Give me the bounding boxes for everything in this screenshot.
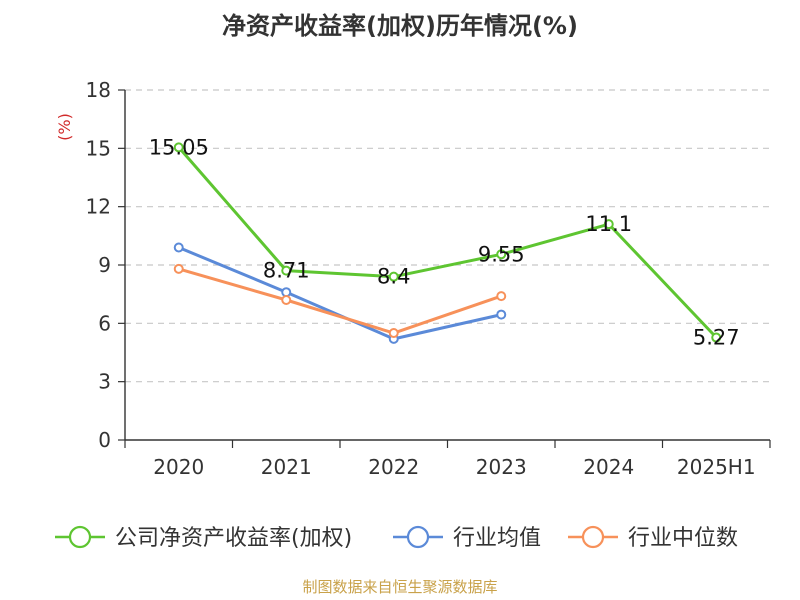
series-lines	[173, 142, 722, 344]
legend: 公司净资产收益率(加权) 行业均值 行业中位数	[55, 525, 738, 551]
series-line-company	[177, 146, 718, 339]
y-tick-label: 0	[98, 428, 111, 452]
x-tick-label: 2020	[153, 455, 204, 479]
y-tick-label: 12	[86, 195, 111, 219]
y-tick-label: 6	[98, 311, 111, 335]
x-tick-label: 2024	[583, 455, 634, 479]
x-tick-label: 2022	[368, 455, 419, 479]
data-label: 8.4	[377, 265, 410, 289]
axes: 0 3 6 9 12 15 18 2020 2021 2022 2023 2024 2025H1	[86, 78, 771, 479]
chart-title: 净资产收益率(加权)历年情况(%)	[222, 12, 578, 40]
point-industry-median	[388, 328, 399, 339]
y-tick-label: 15	[86, 136, 111, 160]
legend-label-industry-avg: 行业均值	[453, 526, 541, 551]
y-axis-unit-label: (%)	[55, 113, 74, 141]
data-labels: 15.05 8.71 8.4 9.55 11.1 5.27	[149, 135, 740, 349]
legend-marker-company	[68, 525, 92, 549]
point-industry-median	[173, 263, 184, 274]
legend-label-industry-median: 行业中位数	[628, 526, 738, 551]
point-company	[388, 271, 399, 282]
data-label: 5.27	[693, 326, 740, 350]
data-label: 8.71	[263, 259, 310, 283]
point-company	[496, 249, 507, 260]
point-industry-median	[281, 295, 292, 305]
y-tick-label: 9	[98, 253, 111, 277]
y-tick-label: 3	[98, 370, 111, 394]
gridlines	[125, 89, 770, 383]
series-line-industry-avg	[178, 246, 502, 341]
x-tick-label: 2025H1	[677, 455, 756, 479]
legend-label-company: 公司净资产收益率(加权)	[115, 526, 352, 551]
point-company	[603, 219, 614, 230]
point-industry-avg	[173, 242, 184, 253]
y-tick-label: 18	[86, 78, 111, 102]
legend-marker-industry-median	[581, 525, 605, 549]
legend-marker-industry-avg	[406, 525, 430, 549]
x-tick-label: 2021	[261, 455, 312, 479]
point-industry-avg	[496, 309, 507, 320]
source-note: 制图数据来自恒生聚源数据库	[302, 578, 497, 596]
data-label: 15.05	[149, 135, 209, 159]
x-tick-label: 2023	[476, 455, 527, 479]
point-company	[173, 142, 184, 153]
point-company	[711, 332, 722, 343]
point-company	[281, 265, 292, 276]
point-industry-median	[496, 291, 507, 302]
series-line-industry-median	[178, 267, 502, 335]
data-label: 9.55	[478, 242, 525, 266]
data-label: 11.1	[585, 212, 632, 236]
